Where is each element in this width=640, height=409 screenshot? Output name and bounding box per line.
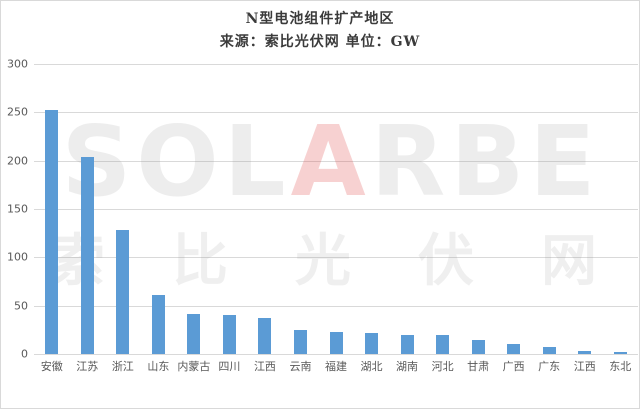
y-tick-label-150: 150 [7, 202, 28, 216]
x-category-label-4: 内蒙古 [177, 360, 211, 373]
watermark-cn-char-3: 伏 [418, 229, 474, 294]
x-category-label-0: 安徽 [40, 360, 63, 373]
y-tick-label-250: 250 [7, 105, 28, 119]
watermark-cn-char-0: 索 [49, 229, 105, 294]
y-tick-label-0: 0 [21, 347, 28, 361]
watermark-cn-char-1: 比 [172, 229, 228, 294]
bar-安徽-0 [45, 110, 59, 354]
x-axis-category-labels: 安徽 江苏 浙江 山东 内蒙古 四川 江西 云南 福建 湖北 湖南 河北 甘肃 广西 广东 江西 东北 [34, 358, 638, 376]
x-category-label-14: 广东 [538, 360, 561, 373]
x-category-label-6: 江西 [253, 360, 276, 373]
x-category-label-1: 江苏 [76, 360, 99, 373]
gridline-y-50 [34, 305, 638, 307]
y-tick-label-200: 200 [7, 154, 28, 168]
bar-东北-16 [613, 352, 627, 354]
bar-山东-3 [151, 295, 165, 354]
x-category-label-10: 湖南 [396, 360, 419, 373]
x-category-label-5: 四川 [218, 360, 241, 373]
bar-湖南-10 [400, 334, 414, 354]
watermark-chinese-text: 索比光伏网 [49, 234, 597, 290]
bar-广西-13 [507, 344, 521, 354]
y-tick-label-50: 50 [14, 299, 28, 313]
x-category-label-11: 河北 [431, 360, 454, 373]
bar-河北-11 [436, 334, 450, 354]
x-category-label-7: 云南 [289, 360, 312, 373]
gridline-y-300 [34, 64, 638, 65]
bar-江苏-1 [80, 156, 94, 354]
x-category-label-16: 东北 [609, 360, 632, 373]
bar-云南-7 [293, 329, 307, 354]
x-category-label-8: 福建 [325, 360, 347, 373]
y-tick-label-100: 100 [7, 250, 28, 264]
gridline-y-100 [34, 257, 638, 259]
bar-湖北-9 [365, 332, 379, 354]
bar-四川-5 [222, 315, 236, 354]
y-axis-tick-labels: 0 50 100 150 200 250 300 [1, 58, 29, 361]
x-category-label-9: 湖北 [360, 360, 383, 373]
chart-title: N型电池组件扩产地区 [245, 11, 395, 27]
chart-source-unit-subtitle: 来源：索比光伏网 单位：GW [219, 34, 421, 50]
bar-广东-14 [542, 347, 556, 354]
gridline-y-150 [34, 209, 638, 210]
watermark-cn-char-4: 网 [541, 229, 597, 294]
bar-江西-15 [578, 351, 592, 354]
bar-江西-6 [258, 318, 272, 354]
x-category-label-2: 浙江 [111, 360, 134, 373]
bar-甘肃-12 [471, 339, 485, 354]
watermark-text-suffix: RBE [370, 105, 601, 218]
watermark-solarbe-logo: SOLARBE [51, 113, 611, 210]
bar-浙江-2 [116, 230, 130, 354]
watermark-red-letter: A [290, 105, 371, 218]
y-tick-label-300: 300 [7, 57, 28, 71]
x-category-label-3: 山东 [147, 360, 170, 373]
x-category-label-15: 江西 [573, 360, 596, 373]
plot-area [34, 64, 638, 355]
x-category-label-12: 甘肃 [467, 360, 490, 373]
watermark-cn-char-2: 光 [295, 229, 351, 294]
gridline-y-250 [34, 112, 638, 114]
bar-福建-8 [329, 331, 343, 354]
gridline-y-200 [34, 160, 638, 162]
watermark-text-prefix: SOL [61, 105, 291, 218]
bar-内蒙古-4 [187, 314, 201, 354]
gridline-y-0 [34, 354, 638, 355]
x-category-label-13: 广西 [502, 360, 525, 373]
